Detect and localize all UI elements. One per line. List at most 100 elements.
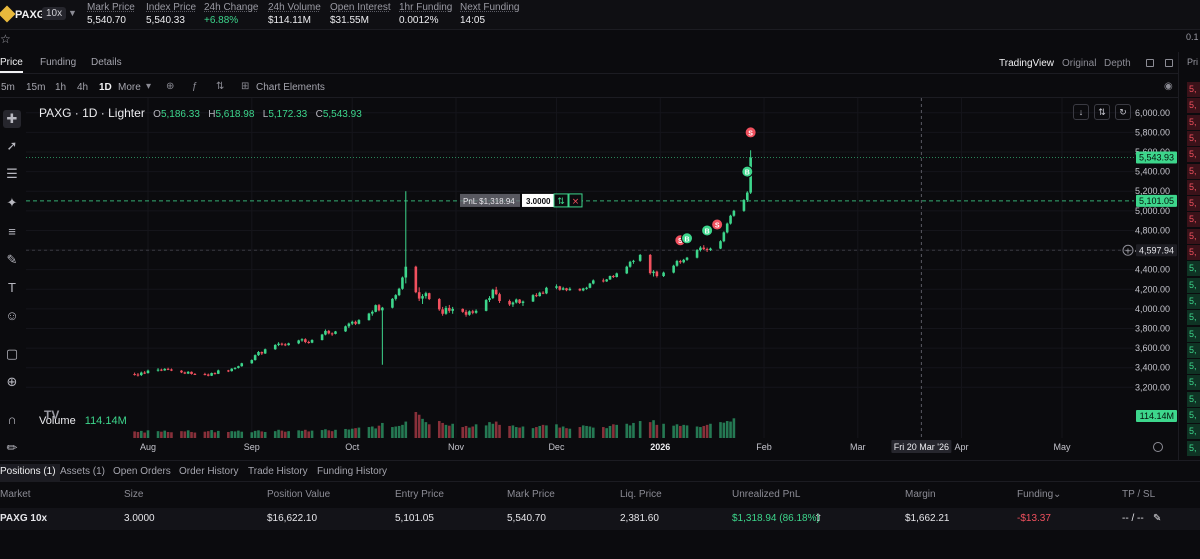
function-icon[interactable]: ƒ (192, 81, 198, 92)
parallel-channel-icon[interactable]: ≡ (8, 224, 16, 239)
ask-price-level[interactable]: 5, (1187, 114, 1200, 130)
bid-price-level[interactable]: 5, (1187, 391, 1200, 407)
chart-elements-button[interactable]: Chart Elements (256, 82, 325, 93)
magnet-icon[interactable]: ∩ (7, 412, 17, 427)
position-row[interactable]: PAXG 10x 3.0000 $16,622.10 5,101.05 5,54… (0, 508, 1200, 530)
position-market[interactable]: PAXG 10x (0, 513, 48, 524)
tab-order-history[interactable]: Order History (179, 466, 239, 477)
chevron-down-icon[interactable]: ▼ (68, 8, 77, 18)
leverage-badge[interactable]: 10x (42, 7, 67, 20)
tab-funding-history[interactable]: Funding History (317, 466, 388, 477)
ask-price-level[interactable]: 5, (1187, 98, 1200, 114)
bid-price-level[interactable]: 5, (1187, 293, 1200, 309)
ask-price-level[interactable]: 5, (1187, 212, 1200, 228)
compare-icon[interactable]: ⇅ (216, 81, 225, 92)
camera-icon[interactable]: ◉ (1164, 81, 1173, 92)
stat-label[interactable]: 24h Change (204, 2, 259, 13)
col-size[interactable]: Size (124, 489, 144, 500)
col-unrealized-pnl[interactable]: Unrealized PnL (732, 489, 801, 500)
ask-price-level[interactable]: 5, (1187, 228, 1200, 244)
bid-price-level[interactable]: 5, (1187, 408, 1200, 423)
ask-price-level[interactable]: 5, (1187, 196, 1200, 212)
tab-price[interactable]: Price (0, 57, 23, 73)
stat-label[interactable]: 24h Volume (268, 2, 321, 13)
bid-price-level[interactable]: 5, (1187, 310, 1200, 326)
volume-bar (344, 428, 347, 438)
col-margin[interactable]: Margin (905, 489, 936, 500)
brush-icon[interactable]: ✎ (6, 252, 18, 267)
ask-price-level[interactable]: 5, (1187, 179, 1200, 195)
interval-4h[interactable]: 4h (77, 82, 89, 93)
candle-body (565, 288, 568, 291)
add-indicator-icon[interactable]: ⊕ (166, 81, 175, 92)
collapse-icon[interactable]: ⇅ (1094, 104, 1110, 120)
position-tp-sl[interactable]: -- / -- (1122, 513, 1144, 524)
col-tp-sl[interactable]: TP / SL (1122, 489, 1156, 500)
interval-more[interactable]: More (118, 82, 141, 93)
pattern-icon[interactable]: ✦ (6, 195, 18, 210)
crosshair-icon[interactable]: ✚ (3, 110, 21, 128)
volume-bar (143, 432, 146, 438)
candle-body (602, 280, 605, 282)
ask-price-level[interactable]: 5, (1187, 130, 1200, 146)
ask-price-level[interactable]: 5, (1187, 147, 1200, 163)
bid-price-level[interactable]: 5, (1187, 342, 1200, 358)
bid-price-level[interactable]: 5, (1187, 424, 1200, 440)
candle-body (330, 333, 334, 335)
col-mark-price[interactable]: Mark Price (507, 489, 555, 500)
col-market[interactable]: Market (0, 489, 31, 500)
stat-label[interactable]: Next Funding (460, 2, 520, 13)
zoom-in-icon[interactable]: ⊕ (6, 374, 18, 389)
tab-open-orders[interactable]: Open Orders (113, 466, 171, 477)
bid-price-level[interactable]: 5, (1187, 440, 1200, 456)
volume-axis-label-tag (1136, 410, 1177, 422)
arrow-down-icon[interactable]: ↓ (1073, 104, 1089, 120)
chevron-down-icon[interactable]: ⌄ (1053, 489, 1062, 500)
chart-elements-icon[interactable]: ⊞ (241, 81, 250, 92)
tab-details[interactable]: Details (91, 57, 122, 68)
stat-label[interactable]: 1hr Funding (399, 2, 453, 13)
stat-label[interactable]: Mark Price (87, 2, 135, 13)
bid-price-level[interactable]: 5, (1187, 326, 1200, 342)
emoji-icon[interactable]: ☺ (5, 308, 19, 323)
stat-label[interactable]: Open Interest (330, 2, 391, 13)
tab-funding[interactable]: Funding (40, 57, 77, 68)
star-icon[interactable]: ☆ (0, 32, 11, 46)
interval-15m[interactable]: 15m (26, 82, 46, 93)
ruler-icon[interactable]: ▢ (5, 346, 19, 361)
edit-icon[interactable]: ✎ (1153, 513, 1162, 524)
col-entry-price[interactable]: Entry Price (395, 489, 444, 500)
tab-trade-history[interactable]: Trade History (248, 466, 308, 477)
chevron-down-icon[interactable]: ▾ (146, 81, 152, 92)
expand-icon[interactable] (1165, 59, 1173, 67)
interval-5m[interactable]: 5m (1, 82, 15, 93)
tab-positions[interactable]: Positions (1) (0, 464, 60, 481)
text-icon[interactable]: T (8, 280, 16, 295)
col-position-value[interactable]: Position Value (267, 489, 331, 500)
stat-label[interactable]: Index Price (146, 2, 197, 13)
minimize-icon[interactable] (1146, 59, 1154, 67)
bid-price-level[interactable]: 5, (1187, 277, 1200, 293)
bid-price-level[interactable]: 5, (1187, 359, 1200, 375)
interval-1h[interactable]: 1h (55, 82, 67, 93)
ask-price-level[interactable]: 5, (1187, 245, 1200, 260)
view-tradingview[interactable]: TradingView (999, 58, 1055, 69)
ask-price-level[interactable]: 5, (1187, 163, 1200, 179)
view-original[interactable]: Original (1062, 58, 1097, 69)
pen-icon[interactable]: ✏ (6, 440, 18, 455)
candle-body (705, 249, 709, 251)
horizontal-lines-icon[interactable]: ☰ (6, 166, 18, 181)
bid-price-level[interactable]: 5, (1187, 261, 1200, 277)
reset-view-icon[interactable]: ↻ (1115, 104, 1131, 120)
market-symbol[interactable]: PAXG (15, 9, 46, 21)
col-liq-price[interactable]: Liq. Price (620, 489, 662, 500)
trendline-icon[interactable]: ➚ (6, 138, 18, 153)
view-depth[interactable]: Depth (1104, 58, 1131, 69)
ask-price-level[interactable]: 5, (1187, 82, 1200, 97)
share-icon[interactable]: ⇧ (814, 513, 823, 524)
bid-price-level[interactable]: 5, (1187, 375, 1200, 391)
col-funding[interactable]: Funding (1017, 489, 1054, 500)
tab-assets[interactable]: Assets (1) (60, 466, 106, 477)
interval-1d[interactable]: 1D (99, 82, 112, 93)
